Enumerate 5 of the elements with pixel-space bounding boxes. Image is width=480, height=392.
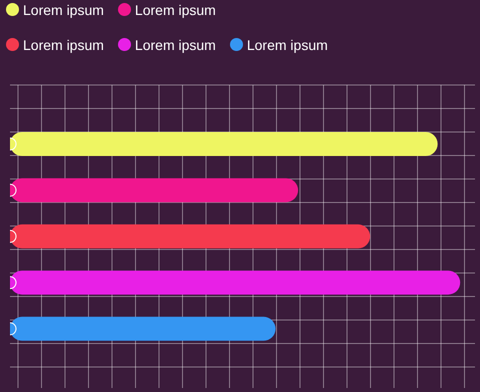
legend-label: Lorem ipsum <box>23 36 104 52</box>
legend-label: Lorem ipsum <box>134 36 216 52</box>
legend-label: Lorem ipsum <box>134 2 216 18</box>
legend-label: Lorem ipsum <box>23 2 104 18</box>
legend-label: Lorem ipsum <box>246 36 328 52</box>
